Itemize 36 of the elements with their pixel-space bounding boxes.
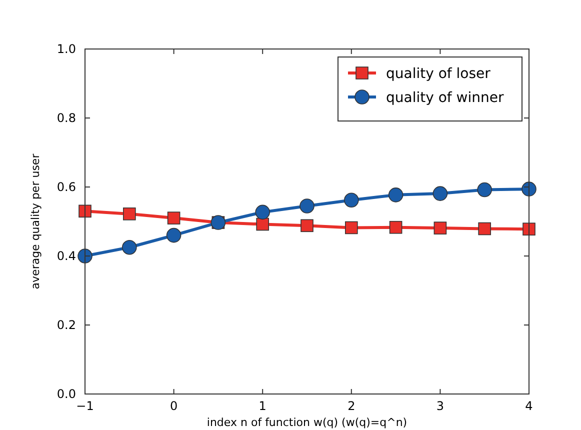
point [300,198,314,214]
point [167,212,180,224]
y-tick-label: 1.0 [56,42,76,56]
point [389,220,402,234]
y-tick-label: 0.8 [56,111,76,125]
point [522,182,536,196]
legend-label: quality of loser [386,66,491,82]
x-tick-label: 0 [170,399,178,413]
x-tick-label: 4 [525,399,533,413]
point [434,222,447,234]
point [344,192,359,208]
y-tick-label: 0.6 [56,180,76,194]
point [166,228,182,243]
point [388,188,404,202]
x-tick-label: 1 [258,399,266,413]
point [256,218,269,231]
point [255,204,270,220]
x-axis-title: index n of function w(q) (w(q)=q^n) [206,416,408,429]
x-tick-label: 2 [348,399,356,413]
y-tick-label: 0.2 [56,318,76,332]
point [78,204,92,218]
point [477,182,492,198]
x-tick-label: −1 [76,399,94,413]
y-axis-title: average quality per user [29,153,42,290]
legend-label: quality of winner [386,90,504,106]
point [300,219,314,232]
point [432,186,448,201]
point [123,208,136,220]
y-tick-label: 0.0 [56,387,76,401]
point [478,222,491,236]
y-tick-label: 0.4 [56,249,76,263]
point [122,240,137,255]
point [522,222,536,236]
point [78,248,92,264]
x-tick-label: 3 [436,399,444,413]
point [345,221,358,234]
